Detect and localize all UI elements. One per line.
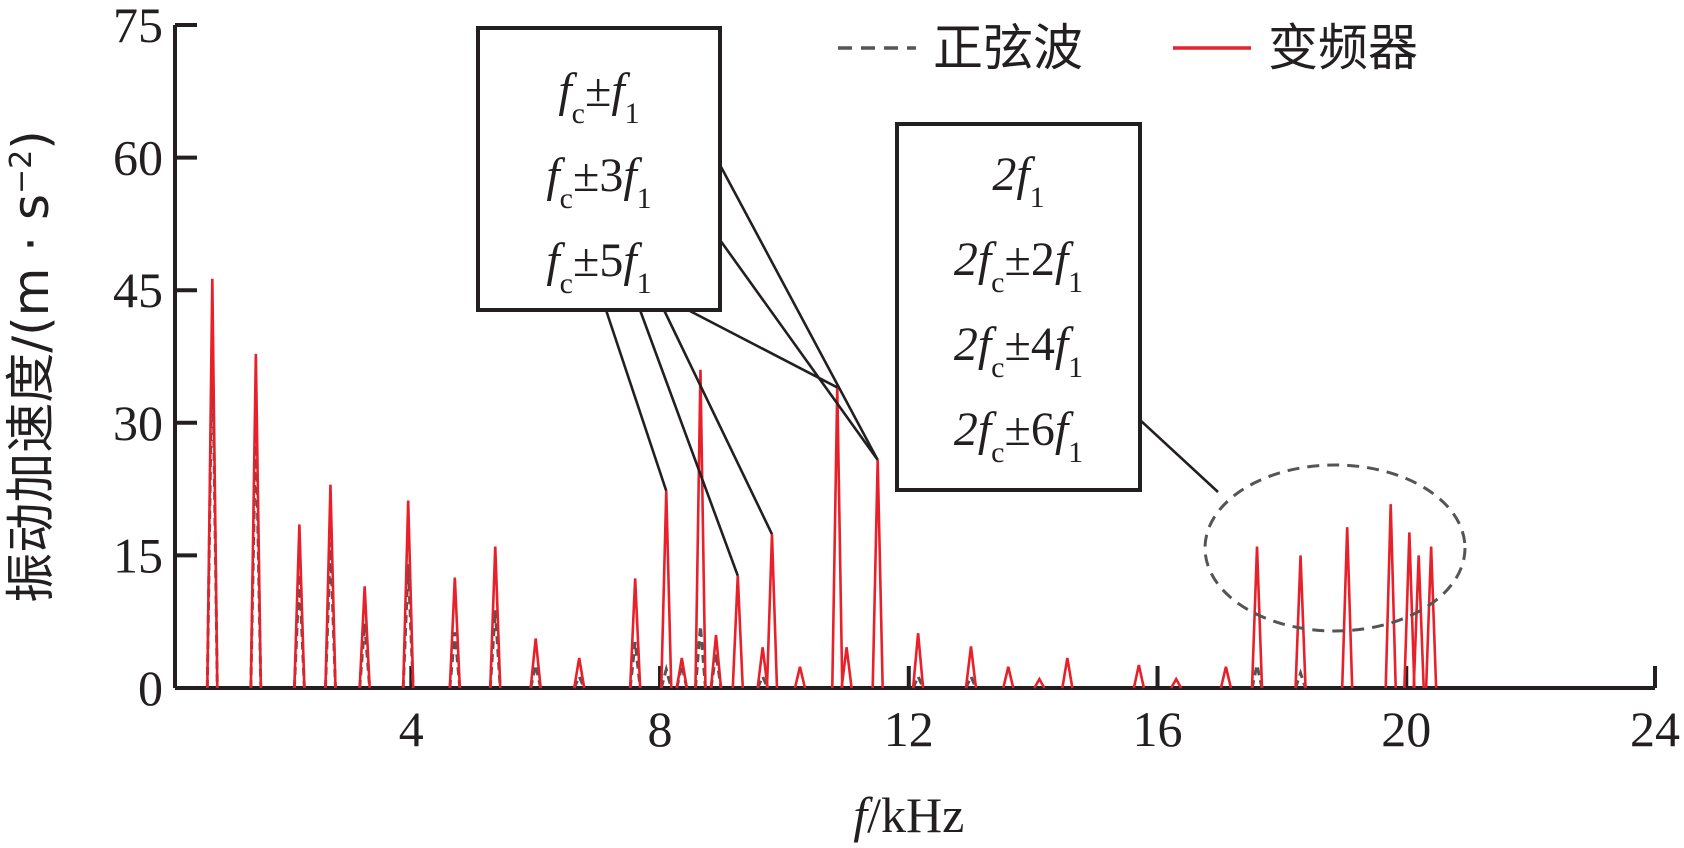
peak-s0-9 [572,657,586,689]
y-tick-label-2: 30 [113,395,163,451]
peak-s0-10 [628,578,642,689]
peak-s0-11 [659,490,673,689]
x-tick-label-3: 16 [1133,701,1183,757]
peak-s0-3 [324,484,337,689]
y-tick-label-5: 75 [113,0,163,53]
legend: 正弦波 变频器 [838,19,1418,77]
peak-s0-35 [1412,555,1425,689]
annotation-1-line-0: 2f1 [992,148,1044,214]
peak-s0-31 [1294,555,1307,689]
annotation-box-0 [476,26,722,312]
legend-label-0: 正弦波 [933,19,1083,77]
peak-s1-19 [1294,668,1307,689]
peak-s0-19 [830,387,844,689]
peak-s0-29 [1219,666,1233,689]
annotation-layer: fc±f1 fc±3f1 fc±5f1 2f1 2fc±2f1 2fc±4f1 2fc±6f… [476,26,1467,633]
peak-s0-30 [1250,546,1264,689]
y-tick-label-4: 60 [113,130,163,186]
peak-s0-25 [1033,676,1046,689]
peak-s0-1 [249,353,263,689]
annotation-0-line-0: fc±f1 [558,64,639,130]
peak-s0-17 [765,534,779,689]
annotation-0-line-2: fc±5f1 [546,234,651,300]
pointer-0-3 [687,308,838,389]
peak-s0-18 [793,666,807,689]
annotation-0-line-1: fc±3f1 [546,149,651,215]
peak-s0-36 [1424,546,1438,689]
x-axis-title: f/kHz [853,787,964,843]
peak-s0-13 [694,369,707,689]
peak-s1-18 [1250,664,1264,689]
peak-s0-5 [401,500,415,689]
peak-s0-24 [1002,666,1015,689]
peak-s1-13 [693,625,707,689]
pointer-0-4 [718,239,879,461]
peak-s0-28 [1170,676,1183,689]
peak-s0-2 [293,524,306,689]
peak-s0-23 [964,646,978,689]
x-tick-label-0: 4 [399,701,424,757]
peak-s0-21 [871,459,884,689]
annotation-1-line-2: 2fc±4f1 [954,318,1083,384]
x-tick-label-2: 12 [884,701,934,757]
peak-s1-11 [659,663,673,689]
peak-s0-14 [709,634,723,689]
y-tick-label-3: 45 [113,262,163,318]
peak-s0-27 [1132,664,1146,689]
legend-label-1: 变频器 [1268,19,1418,77]
y-tick-label-1: 15 [113,527,163,583]
y-axis-title: 振动加速度/(m · s−2) [2,130,60,603]
peak-s0-7 [488,546,502,689]
annotation-box-1 [895,122,1142,492]
peak-s0-33 [1384,504,1398,689]
peak-s0-34 [1403,532,1416,689]
annotation-1-line-1: 2fc±2f1 [954,233,1083,299]
peak-s1-16 [911,672,925,689]
pointer-0-extra [718,164,879,461]
y-tick-label-0: 0 [138,660,163,716]
x-tick-label-4: 20 [1381,701,1431,757]
peak-s0-0 [206,278,219,689]
peak-s0-26 [1061,657,1074,689]
pointer-0-0 [604,309,668,492]
peak-s0-6 [448,577,462,689]
peak-s0-4 [358,586,371,689]
peak-s0-22 [911,633,925,689]
peak-s0-8 [529,638,542,689]
peak-s0-12 [675,657,689,689]
axes-layer [173,23,1657,690]
pointer-0-2 [662,309,774,535]
x-tick-label-1: 8 [648,701,673,757]
peak-s0-15 [731,575,745,689]
x-tick-label-5: 24 [1630,701,1680,757]
peak-s0-32 [1340,527,1354,689]
pointer-1-0 [1139,419,1219,493]
annotation-1-line-3: 2fc±6f1 [954,403,1083,469]
peak-s0-20 [840,647,853,689]
pointer-0-1 [638,309,739,577]
cluster-ellipse [1203,463,1467,633]
peak-s1-3 [323,542,337,689]
peak-s0-16 [756,647,769,689]
